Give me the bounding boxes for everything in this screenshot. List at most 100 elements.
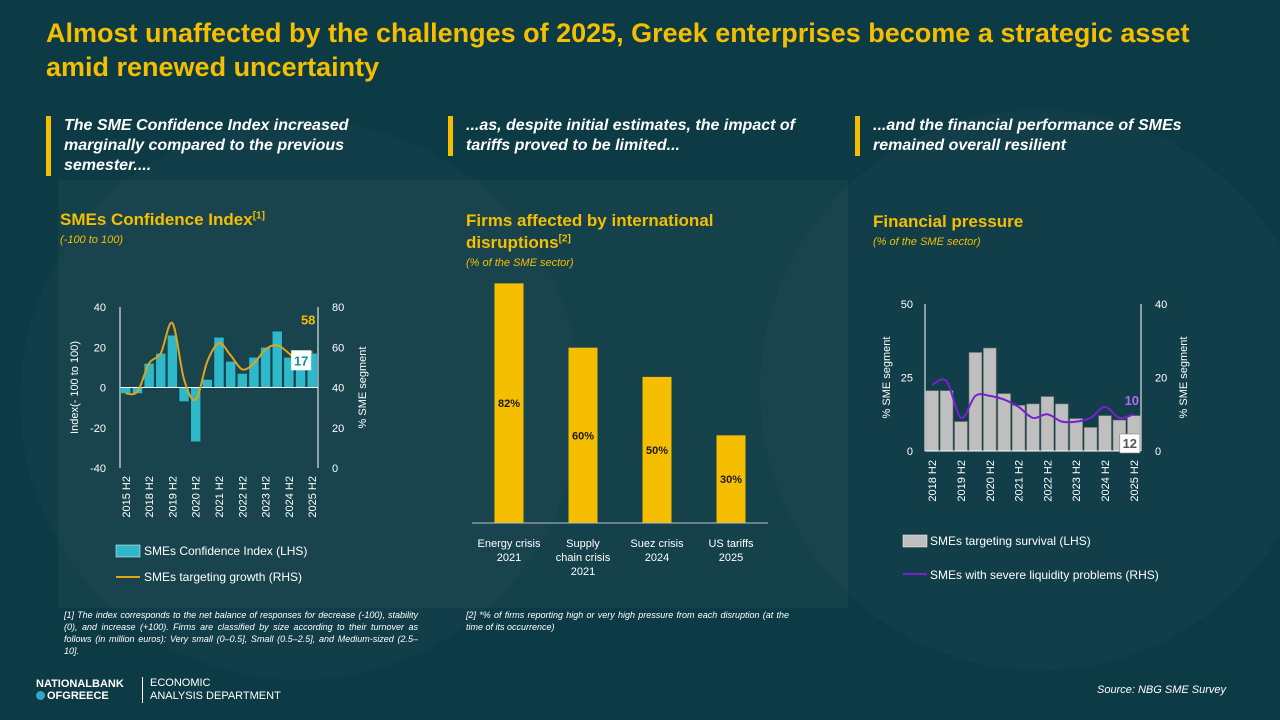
chart1-xtick: 2015 H2 [121,476,133,518]
chart3-bar [1040,396,1055,452]
chart2-category-label: Energy crisis [478,538,541,550]
chart3-last-line-label: 10 [1125,393,1139,408]
chart3-bar [1083,427,1098,452]
chart3-ytick-left: 0 [907,446,913,458]
chart1-ytick-right: 20 [332,423,344,435]
chart2-category-label: US tariffs [708,538,754,550]
chart1-bar [143,363,155,388]
chart3-ytick-right: 20 [1155,373,1167,385]
chart3-bar [1069,418,1083,452]
footnote-2: [2] *% of firms reporting high or very h… [466,610,789,632]
chart1-bar [248,357,260,388]
logo-line-2: OFGREECE [47,690,109,702]
department-label: ECONOMIC ANALYSIS DEPARTMENT [142,677,281,703]
chart1-title: SMEs Confidence Index[1] [60,209,265,231]
chart3-bar [983,347,997,452]
chart3-unit: (% of the SME sector) [873,236,981,248]
chart1-xtick: 2024 H2 [284,476,296,518]
chart2-bar [716,435,746,523]
chart3-xtick: 2019 H2 [956,460,968,502]
chart1-bar [225,361,236,388]
chart3-ytick-left: 50 [901,299,913,311]
chart1-xtick: 2023 H2 [261,476,273,518]
chart3-bar [925,390,939,452]
chart1-ytick-left: 0 [100,383,106,395]
chart1-last-bar-label: 17 [294,353,308,368]
chart1-xtick: 2025 H2 [307,476,319,518]
chart2-value-label: 50% [646,445,668,457]
page-title: Almost unaffected by the challenges of 2… [46,18,1190,82]
chart1-title-text: SMEs Confidence Index [60,210,253,229]
subtitle-1: The SME Confidence Index increased margi… [46,116,394,176]
chart1-ytick-left: -20 [90,423,106,435]
logo-dot-icon [36,691,45,700]
nbg-logo: NATIONALBANK OFGREECE [36,678,124,702]
chart3-xtick: 2021 H2 [1014,460,1026,502]
chart1-ytick-left: -40 [90,463,106,475]
chart2-category-label: 2024 [645,552,669,564]
chart2-category-label: Suez crisis [630,538,684,550]
chart3-bar [1098,415,1112,452]
chart3-ylabel-left: % SME segment [881,337,893,419]
chart1-ytick-left: 20 [94,342,106,354]
chart2-category-label: 2021 [497,552,521,564]
chart2-title: Firms affected by international disrupti… [466,210,756,254]
chart1-ylabel-left: Index(- 100 to 100) [69,341,81,434]
chart1-legend-bar-swatch [115,544,141,558]
chart1-ytick-right: 40 [332,383,344,395]
chart3-xtick: 2025 H2 [1129,460,1141,502]
chart3-ylabel-right: % SME segment [1178,337,1190,419]
chart3-bar [1026,403,1040,452]
chart2-category-label: Supply [566,538,600,550]
chart1-ytick-right: 60 [332,342,344,354]
chart1-ylabel-right: % SME segment [357,347,369,429]
chart3-legend-line-label: SMEs with severe liquidity problems (RHS… [930,568,1159,582]
chart2-category-label: chain crisis [556,552,611,564]
chart1-xtick: 2022 H2 [237,476,249,518]
subtitle-3: ...and the financial performance of SMEs… [855,116,1233,156]
chart2-value-label: 82% [498,398,520,410]
dept-line-2: ANALYSIS DEPARTMENT [150,690,281,702]
chart1-legend-bar-label: SMEs Confidence Index (LHS) [144,544,307,558]
footnote-1: [1] The index corresponds to the net bal… [64,610,418,656]
chart1-ytick-left: 40 [94,302,106,314]
chart3-ytick-right: 40 [1155,299,1167,311]
logo-line-1: NATIONALBANK [36,678,124,690]
chart1-bar [167,334,178,388]
chart1-xtick: 2021 H2 [214,476,226,518]
chart2-bar [642,376,672,523]
chart2-bar [568,347,598,523]
chart3-last-bar-label: 12 [1123,436,1137,451]
chart1-xtick: 2019 H2 [167,476,179,518]
chart3-bar [1011,405,1026,452]
chart3-last-bar-label-box [1119,433,1141,454]
chart2-title-text: Firms affected by international disrupti… [466,211,714,252]
chart1-last-bar-label-box [291,350,312,371]
chart1-unit: (-100 to 100) [60,234,123,246]
chart3-legend-bar-label: SMEs targeting survival (LHS) [930,534,1091,548]
chart1-legend-line-label: SMEs targeting growth (RHS) [144,570,302,584]
chart1-bar [237,373,248,388]
chart1-xtick: 2020 H2 [191,476,203,518]
chart1-bar [190,387,201,443]
chart3-bar [1055,403,1069,452]
chart3-bar [939,390,954,452]
chart3-liquidity-line [931,378,1135,424]
chart3-xtick: 2020 H2 [985,460,997,502]
chart2-value-label: 60% [572,430,594,442]
chart2-unit: (% of the SME sector) [466,257,574,269]
chart3-xtick: 2023 H2 [1071,460,1083,502]
chart3-ytick-left: 25 [901,373,913,385]
chart1-ytick-right: 0 [332,463,338,475]
chart3-bar [954,421,968,452]
subtitle-2: ...as, despite initial estimates, the im… [448,116,826,156]
chart3-legend-bar-swatch [902,534,928,548]
source-note: Source: NBG SME Survey [1097,684,1226,696]
chart1-xtick: 2018 H2 [144,476,156,518]
chart1-bar [155,353,167,388]
dept-line-1: ECONOMIC [150,677,211,689]
chart2-value-label: 30% [720,474,742,486]
chart1-growth-line [125,321,313,402]
chart1-title-ref: [1] [252,210,265,222]
